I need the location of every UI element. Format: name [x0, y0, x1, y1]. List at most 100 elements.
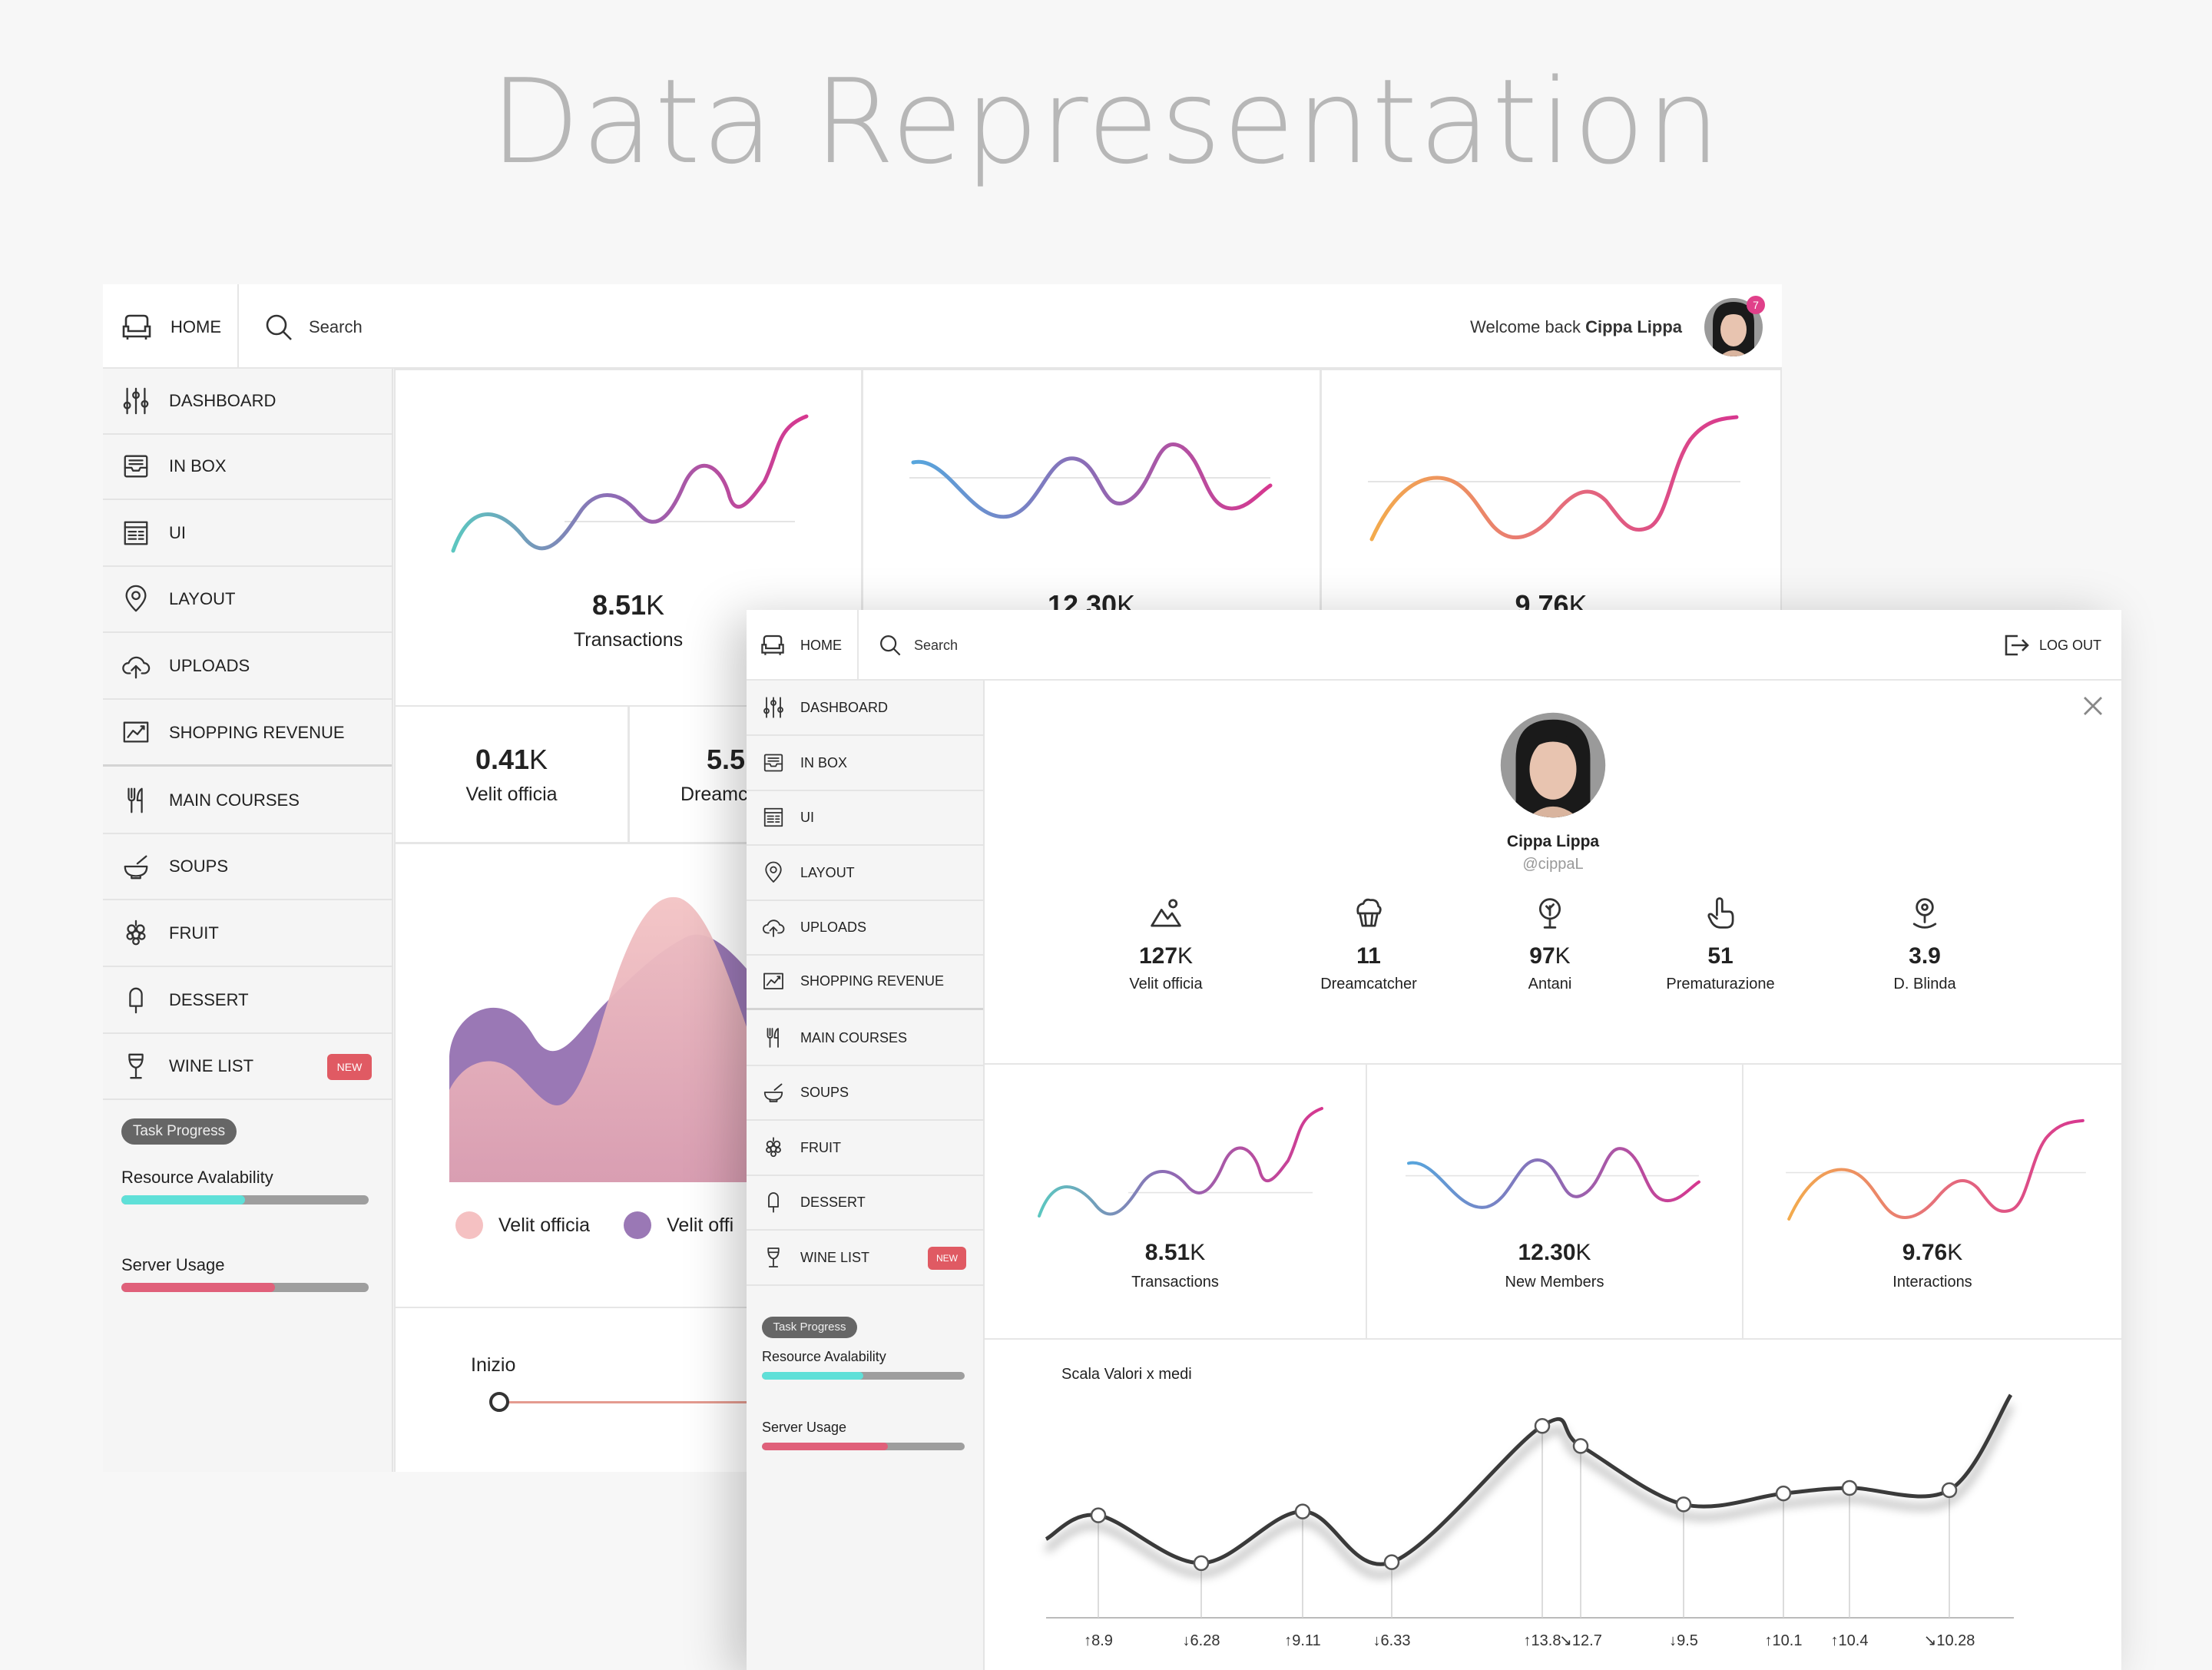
sidebar-item-label: SOUPS [169, 857, 229, 876]
avatar-image [1500, 712, 1606, 818]
sidebar-item-dashboard[interactable]: DASHBOARD [103, 369, 392, 435]
stat-value: 0.41K [475, 744, 548, 775]
profile-stat-label: Antani [1528, 976, 1572, 992]
timeline-handle[interactable] [489, 1392, 509, 1412]
sparkline-line [1369, 415, 1739, 542]
sidebar-item-label: WINE LIST [800, 1249, 870, 1265]
search-input[interactable]: Search [879, 631, 958, 659]
sparkline-line [1407, 1147, 1700, 1209]
stat-block: 8.51K Transactions [985, 1240, 1366, 1291]
sidebar-item-layout[interactable]: LAYOUT [103, 567, 392, 633]
sidebar-item-dessert[interactable]: DESSERT [747, 1175, 983, 1231]
inbox-icon [124, 455, 148, 478]
x-tick-label: ↓6.28 [1183, 1632, 1220, 1649]
data-point [1572, 1438, 1589, 1454]
timeline-label: Inizio [471, 1354, 516, 1376]
home-link[interactable]: HOME [760, 631, 842, 659]
sparkline-line [1787, 1118, 2085, 1221]
sparkline-chart [1038, 1107, 1323, 1218]
sidebar-item-label: SHOPPING REVENUE [800, 973, 945, 989]
ui-layout-icon [124, 521, 148, 545]
sidebar-item-label: DASHBOARD [800, 699, 889, 715]
data-point [1090, 1507, 1107, 1523]
top-bar: HOME Search Welcome back Cippa Lippa 7 [103, 284, 1782, 369]
sidebar-item-main-courses[interactable]: MAIN COURSES [747, 1011, 983, 1066]
sidebar-item-soups[interactable]: SOUPS [103, 834, 392, 900]
sidebar-item-label: DESSERT [169, 990, 249, 1009]
resource-label: Resource Avalability [121, 1168, 273, 1187]
legend-swatch [624, 1211, 652, 1239]
sidebar-item-ui[interactable]: UI [103, 501, 392, 567]
map-marker-icon [1912, 898, 1937, 929]
stat-value: 8.51K [1144, 1240, 1206, 1265]
welcome-label: Welcome back [1470, 317, 1581, 336]
sidebar-item-wine-list[interactable]: WINE LIST NEW [103, 1034, 392, 1100]
sidebar-item-layout[interactable]: LAYOUT [747, 846, 983, 901]
sidebar-item-label: IN BOX [169, 456, 227, 475]
home-label: HOME [171, 317, 221, 336]
sidebar-item-in-box[interactable]: IN BOX [747, 736, 983, 791]
welcome-text: Welcome back Cippa Lippa [1470, 317, 1682, 337]
sofa-icon [122, 314, 151, 340]
task-progress-pill: Task Progress [121, 1118, 237, 1145]
sidebar-item-main-courses[interactable]: MAIN COURSES [103, 768, 392, 834]
line-chart: ↑8.9 ↓6.28 ↑9.11 ↓6.33 ↑13.8↘12.7 ↓9.5 ↑10.1 ↑1… [1044, 1393, 2014, 1649]
profile-stat: 3.9 D. Blinda [1833, 896, 2017, 993]
new-badge: NEW [327, 1054, 372, 1080]
sidebar-item-dashboard[interactable]: DASHBOARD [747, 681, 983, 736]
sparkline-line [1038, 1107, 1323, 1218]
sidebar-item-ui[interactable]: UI [747, 790, 983, 846]
data-point [1534, 1418, 1551, 1434]
map-pin-icon [125, 585, 147, 612]
stat-block: 5.5 Dreamc [680, 744, 748, 806]
sidebar-item-wine-list[interactable]: WINE LIST NEW [747, 1231, 983, 1286]
sidebar-item-shopping-revenue[interactable]: SHOPPING REVENUE [103, 701, 392, 767]
sidebar-item-label: MAIN COURSES [169, 790, 300, 810]
stat-card-transactions: 8.51K Transactions [985, 1063, 1367, 1340]
data-point [1193, 1555, 1210, 1572]
x-tick-label: ↑10.4 [1831, 1632, 1869, 1649]
popsicle-icon [129, 987, 143, 1014]
chart-title: Scala Valori x medi [1061, 1366, 1192, 1383]
legend-label: Velit offi [667, 1214, 734, 1236]
sidebar-item-in-box[interactable]: IN BOX [103, 434, 392, 500]
sidebar-item-fruit[interactable]: FRUIT [103, 901, 392, 967]
profile-stat-value: 51 [1707, 943, 1734, 969]
sliders-icon [123, 387, 149, 415]
fork-knife-icon [127, 787, 143, 813]
series-line [1045, 1393, 2013, 1566]
profile-avatar [1499, 711, 1607, 819]
chart-icon [123, 721, 149, 743]
legend: Velit officia Velit offi [455, 1211, 733, 1239]
avatar[interactable]: 7 [1704, 296, 1765, 357]
logout-label: LOG OUT [2038, 637, 2101, 653]
sidebar-item-dessert[interactable]: DESSERT [103, 968, 392, 1034]
server-label: Server Usage [762, 1420, 847, 1435]
search-icon [266, 314, 292, 340]
soup-bowl-icon [763, 1083, 783, 1102]
search-input[interactable]: Search [264, 310, 363, 344]
sidebar-item-uploads[interactable]: UPLOADS [747, 900, 983, 956]
close-icon[interactable] [2081, 694, 2104, 717]
sidebar-item-label: UI [800, 809, 814, 825]
profile-panel: Cippa Lippa @cippaL 127K Velit officia 1… [985, 681, 2121, 1065]
stat-label: Interactions [1892, 1274, 1972, 1291]
profile-stat: 51 Prematurazione [1628, 896, 1813, 993]
user-name: Cippa Lippa [1585, 317, 1682, 336]
sidebar-item-label: LAYOUT [169, 589, 236, 608]
sidebar-item-fruit[interactable]: FRUIT [747, 1121, 983, 1176]
sidebar-item-soups[interactable]: SOUPS [747, 1065, 983, 1121]
home-link[interactable]: HOME [121, 310, 221, 344]
profile-handle: @cippaL [1522, 856, 1584, 873]
sidebar-item-shopping-revenue[interactable]: SHOPPING REVENUE [747, 955, 983, 1010]
logout-button[interactable]: LOG OUT [2004, 631, 2101, 659]
location-tree-icon [1538, 898, 1561, 929]
stat-block: 8.51K Transactions [396, 589, 861, 651]
resource-progress-fill [121, 1195, 245, 1204]
popsicle-icon [768, 1192, 779, 1213]
sparkline-chart [1406, 1147, 1700, 1209]
sidebar-item-uploads[interactable]: UPLOADS [103, 634, 392, 700]
cloud-upload-icon [122, 656, 151, 679]
wine-glass-icon [128, 1053, 144, 1079]
sliders-icon [763, 697, 783, 718]
